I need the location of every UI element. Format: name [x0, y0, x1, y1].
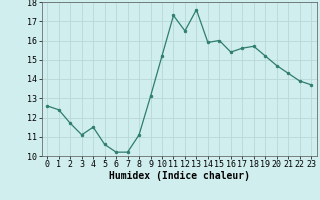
X-axis label: Humidex (Indice chaleur): Humidex (Indice chaleur): [109, 171, 250, 181]
